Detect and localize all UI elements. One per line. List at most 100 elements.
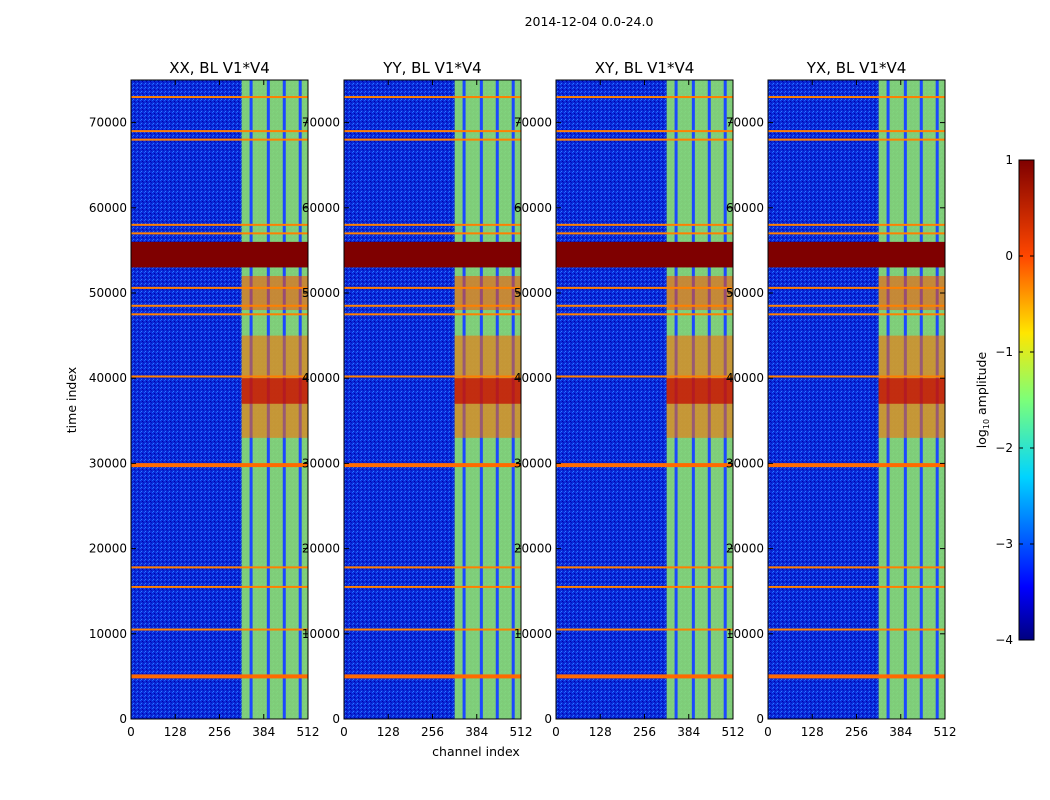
flagged-row xyxy=(344,223,521,226)
y-tick-label: 50000 xyxy=(89,286,127,300)
flagged-row xyxy=(556,375,733,378)
x-tick-label: 128 xyxy=(377,725,400,739)
flagged-row-thick xyxy=(131,463,308,468)
colorbar-bar xyxy=(1018,159,1035,641)
flagged-row xyxy=(344,628,521,631)
flagged-row xyxy=(768,96,945,99)
saturated-band xyxy=(131,241,308,268)
y-axis-label: time index xyxy=(64,367,79,433)
flagged-row xyxy=(556,286,733,289)
x-axis-label: channel index xyxy=(432,744,520,759)
flagged-row-thick xyxy=(344,463,521,468)
hot-core xyxy=(878,378,945,404)
saturated-band xyxy=(556,241,733,268)
flagged-row xyxy=(556,566,733,569)
flagged-row xyxy=(344,313,521,316)
flagged-row xyxy=(131,566,308,569)
flagged-row xyxy=(344,96,521,99)
x-tick-label: 512 xyxy=(722,725,745,739)
hot-region xyxy=(454,275,521,311)
y-tick-label: 0 xyxy=(544,712,552,726)
panel-yx: YX, BL V1*V4 0 128 256 384 512 0 10000 20000 3000… xyxy=(726,59,957,739)
y-tick-label: 70000 xyxy=(726,116,764,130)
flagged-row xyxy=(768,628,945,631)
y-tick-label: 20000 xyxy=(514,542,552,556)
flagged-row xyxy=(344,566,521,569)
y-tick-label: 0 xyxy=(119,712,127,726)
x-tick-label: 256 xyxy=(208,725,231,739)
x-tick-label: 128 xyxy=(801,725,824,739)
flagged-row xyxy=(556,223,733,226)
panel-title: XX, BL V1*V4 xyxy=(169,59,270,77)
flagged-row xyxy=(131,232,308,235)
flagged-row xyxy=(768,130,945,133)
x-tick-label: 384 xyxy=(677,725,700,739)
saturated-band xyxy=(768,241,945,268)
x-tick-label: 128 xyxy=(589,725,612,739)
hot-region xyxy=(241,275,308,311)
flagged-row-thick xyxy=(768,463,945,468)
y-tick-label: 70000 xyxy=(302,116,340,130)
flagged-row xyxy=(131,304,308,307)
x-tick-label: 0 xyxy=(764,725,772,739)
x-tick-label: 0 xyxy=(127,725,135,739)
x-tick-label: 384 xyxy=(252,725,275,739)
flagged-row-thick xyxy=(556,463,733,468)
flagged-row-thick xyxy=(344,674,521,679)
saturated-band xyxy=(344,241,521,268)
colorbar-tick-label: −1 xyxy=(995,345,1013,359)
x-tick-label: 128 xyxy=(164,725,187,739)
flagged-row xyxy=(768,313,945,316)
panel-yy: YY, BL V1*V4 0 128 256 384 512 0 10000 20000 3000… xyxy=(302,59,533,739)
y-tick-label: 40000 xyxy=(302,371,340,385)
y-tick-label: 0 xyxy=(332,712,340,726)
hot-region xyxy=(666,275,733,311)
panel-title: YX, BL V1*V4 xyxy=(806,59,907,77)
flagged-row xyxy=(768,566,945,569)
flagged-row xyxy=(556,585,733,588)
flagged-row xyxy=(556,628,733,631)
flagged-row xyxy=(768,585,945,588)
y-tick-label: 20000 xyxy=(89,542,127,556)
x-tick-label: 384 xyxy=(465,725,488,739)
y-tick-label: 40000 xyxy=(514,371,552,385)
flagged-row xyxy=(556,232,733,235)
suptitle: 2014-12-04 0.0-24.0 xyxy=(525,14,654,29)
colorbar: 1 0 −1 −2 −3 −4 log10 amplitude xyxy=(974,153,1035,647)
colorbar-tick-label: −2 xyxy=(995,441,1013,455)
y-tick-label: 50000 xyxy=(726,286,764,300)
flagged-row xyxy=(768,223,945,226)
x-tick-label: 256 xyxy=(845,725,868,739)
flagged-row xyxy=(344,138,521,141)
x-tick-label: 0 xyxy=(340,725,348,739)
flagged-row xyxy=(131,628,308,631)
y-tick-label: 0 xyxy=(756,712,764,726)
flagged-row-thick xyxy=(556,674,733,679)
flagged-row xyxy=(344,304,521,307)
flagged-row xyxy=(556,304,733,307)
y-tick-label: 20000 xyxy=(302,542,340,556)
y-tick-label: 60000 xyxy=(514,201,552,215)
panel-xy: XY, BL V1*V4 0 128 256 384 512 0 10000 20000 3000… xyxy=(514,59,745,739)
y-tick-label: 60000 xyxy=(726,201,764,215)
y-tick-label: 30000 xyxy=(726,456,764,470)
x-tick-label: 512 xyxy=(297,725,320,739)
y-tick-label: 70000 xyxy=(514,116,552,130)
flagged-row xyxy=(131,223,308,226)
flagged-row-thick xyxy=(768,674,945,679)
x-tick-label: 384 xyxy=(889,725,912,739)
flagged-row xyxy=(768,232,945,235)
y-tick-label: 30000 xyxy=(302,456,340,470)
y-tick-label: 10000 xyxy=(302,627,340,641)
panel-title: YY, BL V1*V4 xyxy=(382,59,481,77)
y-tick-label: 70000 xyxy=(89,116,127,130)
x-tick-label: 512 xyxy=(934,725,957,739)
flagged-row xyxy=(556,138,733,141)
x-tick-label: 256 xyxy=(633,725,656,739)
flagged-row xyxy=(344,585,521,588)
flagged-row xyxy=(131,585,308,588)
flagged-row xyxy=(556,96,733,99)
flagged-row xyxy=(131,96,308,99)
y-tick-label: 40000 xyxy=(726,371,764,385)
